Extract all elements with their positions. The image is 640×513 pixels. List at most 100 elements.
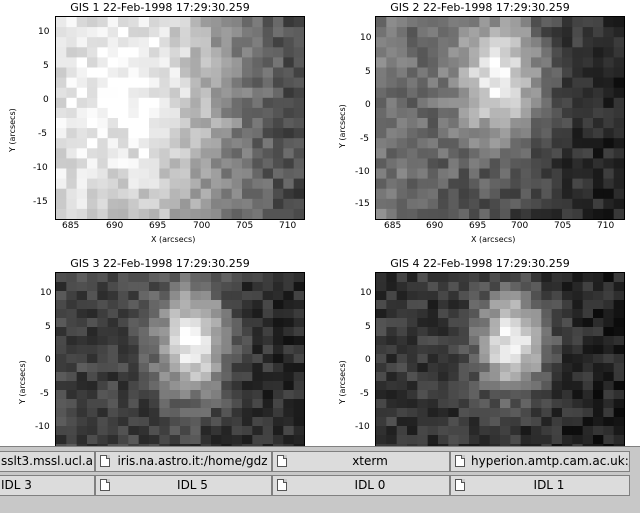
image-pixel <box>56 354 67 364</box>
image-pixel <box>593 435 604 445</box>
image-pixel <box>386 118 398 129</box>
image-pixel <box>252 17 264 28</box>
image-pixel <box>252 118 264 129</box>
taskbar-button-idl1[interactable]: IDL 1 <box>450 475 630 496</box>
image-pixel <box>427 188 439 200</box>
image-pixel <box>128 17 140 28</box>
image-pixel <box>438 57 449 68</box>
image-pixel <box>211 188 222 200</box>
image-pixel <box>541 399 553 409</box>
image-pixel <box>386 158 398 169</box>
taskbar-button-idl5[interactable]: IDL 5 <box>95 475 272 496</box>
image-pixel <box>427 97 439 109</box>
image-pixel <box>582 336 594 346</box>
image-pixel <box>159 318 171 328</box>
image-pixel <box>613 318 624 328</box>
image-pixel <box>407 390 418 400</box>
image-pixel <box>582 399 594 409</box>
image-pixel <box>242 390 253 400</box>
image-pixel <box>180 273 191 283</box>
image-pixel <box>407 327 418 337</box>
image-pixel <box>97 158 109 169</box>
image-pixel <box>396 336 408 346</box>
taskbar-button-sslt3[interactable]: sslt3.mssl.ucl.a <box>0 451 95 472</box>
image-pixel <box>469 47 480 58</box>
image-pixel <box>562 107 573 119</box>
image-pixel <box>180 67 191 79</box>
image-pixel <box>489 318 501 328</box>
image-pixel <box>273 282 284 292</box>
image-pixel <box>252 273 264 283</box>
image-pixel <box>273 273 284 283</box>
image-pixel <box>376 399 387 409</box>
image-pixel <box>448 27 460 38</box>
image-pixel <box>603 318 615 328</box>
image-pixel <box>56 417 67 427</box>
image-pixel <box>273 426 284 436</box>
image-pixel <box>427 27 439 38</box>
image-pixel <box>469 309 480 319</box>
image-pixel <box>603 282 615 292</box>
image-pixel <box>283 57 295 68</box>
image-pixel <box>407 381 418 391</box>
image-pixel <box>603 87 615 99</box>
image-pixel <box>97 336 109 346</box>
image-pixel <box>572 97 584 109</box>
image-pixel <box>66 318 78 328</box>
image-pixel <box>458 188 470 200</box>
image-pixel <box>180 198 191 210</box>
image-pixel <box>562 390 573 400</box>
image-pixel <box>211 128 222 139</box>
image-pixel <box>138 336 150 346</box>
image-pixel <box>469 354 480 364</box>
image-pixel <box>551 47 563 58</box>
image-pixel <box>273 372 284 382</box>
image-pixel <box>190 336 202 346</box>
image-pixel <box>458 27 470 38</box>
image-pixel <box>293 97 304 109</box>
image-pixel <box>438 27 449 38</box>
image-pixel <box>479 198 491 210</box>
image-pixel <box>582 390 594 400</box>
taskbar-button-idl0[interactable]: IDL 0 <box>272 475 450 496</box>
image-pixel <box>438 158 449 169</box>
taskbar-button-xterm[interactable]: xterm <box>272 451 450 472</box>
taskbar-button-hyperion[interactable]: hyperion.amtp.cam.ac.uk:/ <box>450 451 630 472</box>
x-tick: 710 <box>279 221 297 231</box>
image-pixel <box>76 282 88 292</box>
image-pixel <box>242 345 253 355</box>
image-pixel <box>149 408 160 418</box>
image-pixel <box>262 345 274 355</box>
image-pixel <box>221 435 233 445</box>
image-pixel <box>169 327 181 337</box>
image-pixel <box>159 47 171 58</box>
image-pixel <box>572 417 584 427</box>
image-pixel <box>427 67 439 79</box>
image-pixel <box>76 128 88 139</box>
image-pixel <box>489 128 501 139</box>
image-pixel <box>500 87 511 99</box>
image-pixel <box>180 426 191 436</box>
image-pixel <box>520 408 532 418</box>
image-pixel <box>520 208 532 219</box>
image-pixel <box>66 426 78 436</box>
image-pixel <box>386 381 398 391</box>
image-pixel <box>510 273 522 283</box>
image-pixel <box>572 426 584 436</box>
taskbar-button-iris[interactable]: iris.na.astro.it:/home/gdz <box>95 451 272 472</box>
taskbar-button-idl3[interactable]: IDL 3 <box>0 475 95 496</box>
image-pixel <box>293 291 304 301</box>
image-pixel <box>66 309 78 319</box>
image-pixel <box>128 77 140 89</box>
image-pixel <box>438 282 449 292</box>
image-pixel <box>520 417 532 427</box>
image-pixel <box>283 67 295 79</box>
image-pixel <box>448 363 460 373</box>
image-pixel <box>500 47 511 58</box>
image-pixel <box>169 435 181 445</box>
image-pixel <box>107 390 119 400</box>
image-pixel <box>97 77 109 89</box>
image-pixel <box>520 128 532 139</box>
image-pixel <box>551 158 563 169</box>
image-pixel <box>531 107 542 119</box>
